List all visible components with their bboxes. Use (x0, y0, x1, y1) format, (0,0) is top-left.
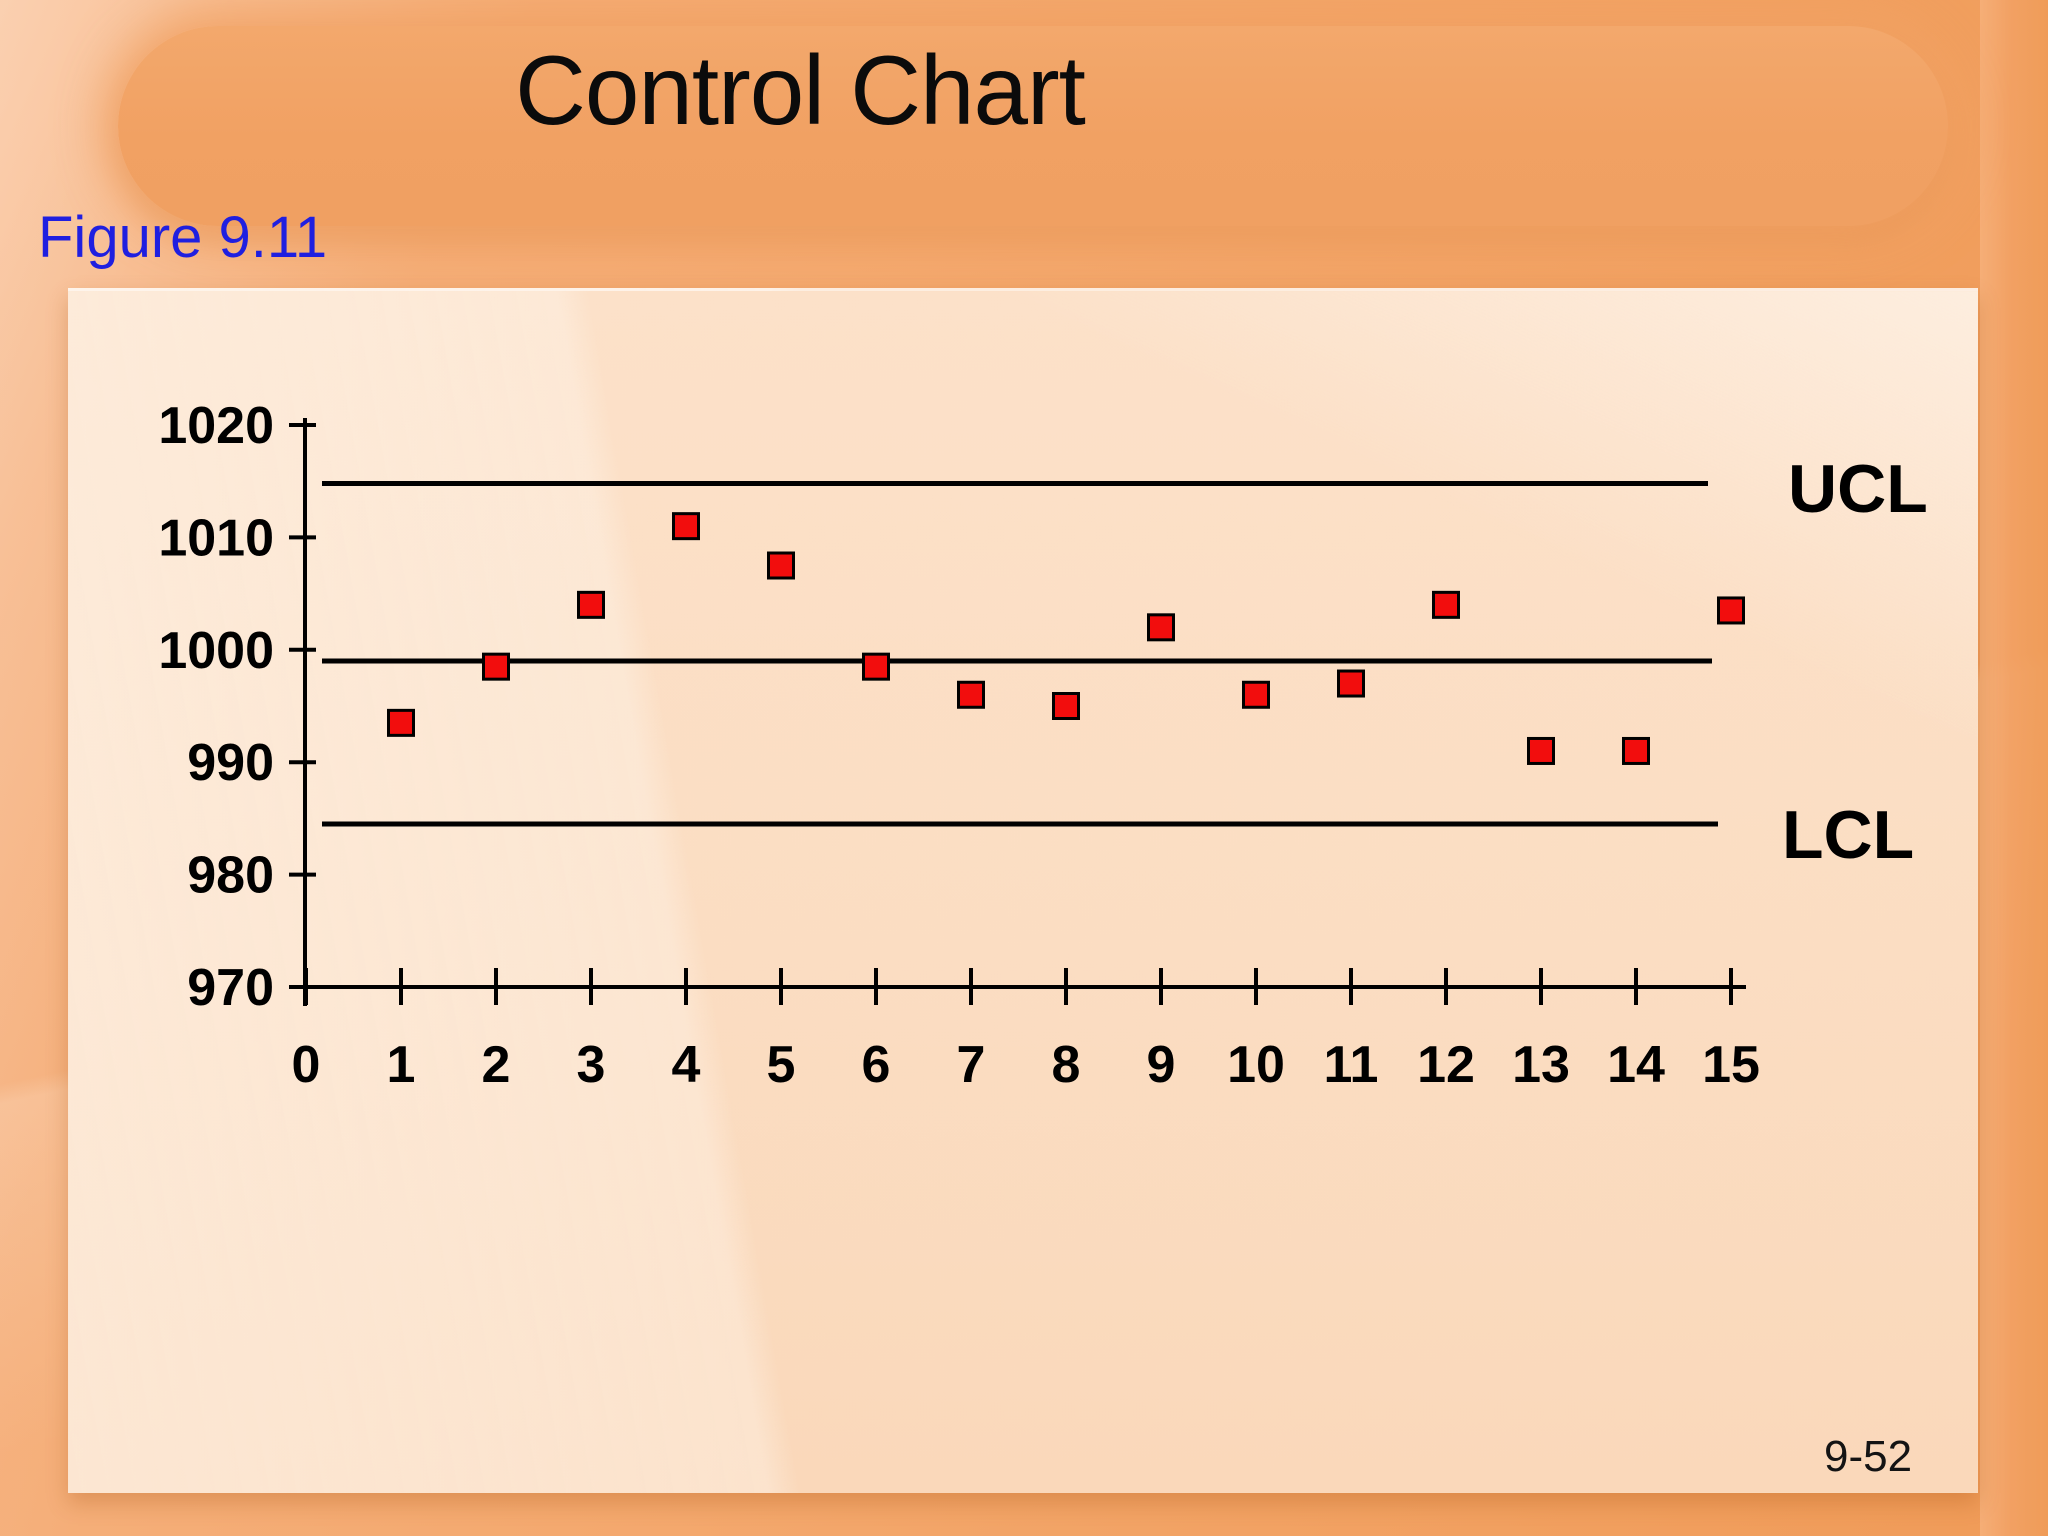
x-tick-label: 6 (862, 1036, 891, 1094)
background-right-strip (1980, 0, 2048, 1536)
x-tick-label: 7 (957, 1036, 986, 1094)
page-number: 9-52 (1824, 1432, 1913, 1481)
x-tick-label: 0 (292, 1036, 321, 1094)
x-tick-label: 5 (767, 1036, 796, 1094)
data-point (1622, 736, 1650, 765)
data-point (1432, 590, 1460, 619)
x-tick-label: 11 (1324, 1036, 1379, 1094)
x-tick-label: 9 (1147, 1036, 1176, 1094)
lcl-label: LCL (1782, 797, 1914, 873)
x-tick-label: 12 (1417, 1036, 1475, 1094)
data-point (1242, 680, 1270, 709)
data-point (1527, 736, 1555, 765)
chart-panel (68, 288, 1978, 1493)
figure-label: Figure 9.11 (38, 205, 328, 270)
x-tick-label: 10 (1227, 1036, 1285, 1094)
data-point (862, 652, 890, 681)
data-point (1147, 613, 1175, 642)
data-point (1717, 596, 1745, 625)
data-point (957, 680, 985, 709)
x-tick-label: 1 (387, 1036, 416, 1094)
x-tick-label: 15 (1702, 1036, 1760, 1094)
x-tick-label: 4 (672, 1036, 701, 1094)
data-point (1337, 669, 1365, 698)
y-tick-label: 990 (187, 734, 274, 792)
y-tick-label: 1020 (158, 397, 274, 455)
data-point (482, 652, 510, 681)
slide-title: Control Chart (515, 35, 1086, 145)
y-tick-label: 1000 (158, 622, 274, 680)
ucl-label: UCL (1788, 451, 1928, 527)
data-point (1052, 692, 1080, 720)
x-tick-label: 13 (1512, 1036, 1570, 1094)
x-tick-label: 2 (482, 1036, 511, 1094)
x-tick-label: 8 (1052, 1036, 1081, 1094)
data-point (577, 590, 605, 619)
title-banner (118, 26, 1948, 226)
x-tick-label: 14 (1607, 1036, 1665, 1094)
data-point (672, 512, 700, 541)
x-tick-label: 3 (577, 1036, 606, 1094)
y-tick-label: 980 (187, 847, 274, 905)
y-tick-label: 970 (187, 959, 274, 1017)
data-point (387, 708, 415, 737)
data-point (767, 551, 795, 580)
y-tick-label: 1010 (158, 509, 274, 567)
